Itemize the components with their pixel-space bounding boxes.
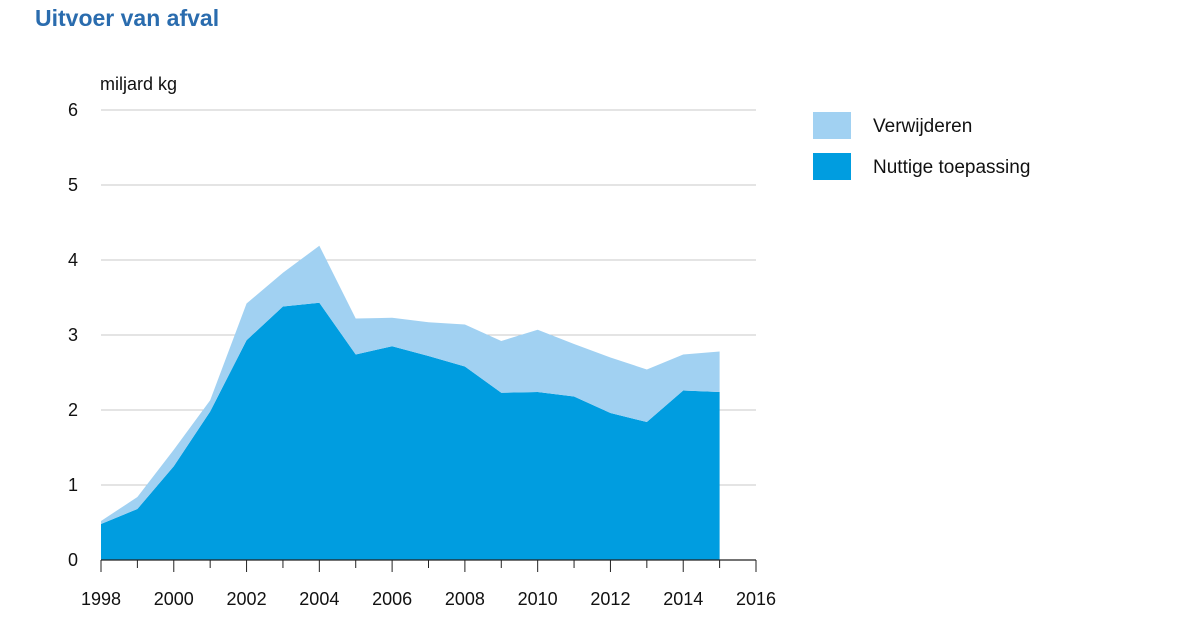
- legend: Verwijderen Nuttige toepassing: [813, 112, 1030, 180]
- x-tick-label: 2014: [663, 589, 703, 609]
- x-tick-label: 2000: [154, 589, 194, 609]
- y-tick-label: 6: [68, 100, 78, 120]
- y-tick-label: 0: [68, 550, 78, 570]
- legend-swatch-verwijderen: [813, 112, 851, 139]
- x-tick-label: 2010: [518, 589, 558, 609]
- x-tick-label: 2008: [445, 589, 485, 609]
- x-tick-label: 2006: [372, 589, 412, 609]
- legend-label: Nuttige toepassing: [873, 157, 1030, 178]
- y-tick-label: 5: [68, 175, 78, 195]
- legend-label: Verwijderen: [873, 116, 972, 137]
- x-tick-label: 2012: [590, 589, 630, 609]
- x-tick-label: 1998: [81, 589, 121, 609]
- area-verwijderen: [101, 245, 720, 524]
- y-tick-label: 4: [68, 250, 78, 270]
- chart-title: Uitvoer van afval: [35, 5, 220, 31]
- x-tick-label: 2002: [227, 589, 267, 609]
- area-nuttige-toepassing: [101, 302, 720, 560]
- y-tick-label: 1: [68, 475, 78, 495]
- y-tick-label: 3: [68, 325, 78, 345]
- x-tick-label: 2004: [299, 589, 339, 609]
- y-axis-label: miljard kg: [100, 74, 177, 94]
- legend-swatch-nuttige-toepassing: [813, 153, 851, 180]
- axes: miljard kg 0 1 2 3 4 5 6 1998 2000 2002 2004 2006 20…: [68, 74, 776, 609]
- x-tick-label: 2016: [736, 589, 776, 609]
- y-tick-label: 2: [68, 400, 78, 420]
- area-series: [101, 245, 720, 560]
